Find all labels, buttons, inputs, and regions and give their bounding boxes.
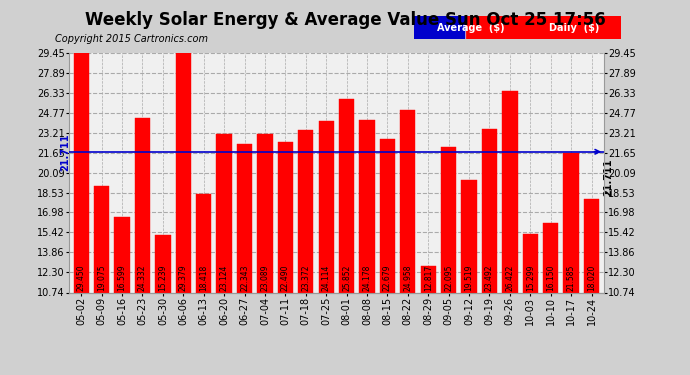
Text: 22.343: 22.343: [240, 265, 249, 291]
Bar: [543, 223, 558, 292]
Bar: [298, 130, 313, 292]
Bar: [564, 153, 579, 292]
Text: 22.679: 22.679: [383, 265, 392, 291]
Bar: [237, 144, 252, 292]
Text: 19.519: 19.519: [464, 265, 473, 291]
Bar: [359, 120, 375, 292]
Text: 18.020: 18.020: [587, 265, 596, 291]
Text: 16.599: 16.599: [117, 265, 126, 291]
Text: 19.075: 19.075: [97, 265, 106, 291]
Bar: [155, 235, 170, 292]
Text: 15.239: 15.239: [159, 265, 168, 291]
Text: 29.379: 29.379: [179, 265, 188, 291]
Text: 25.852: 25.852: [342, 265, 351, 291]
Bar: [462, 180, 477, 292]
Text: 23.372: 23.372: [302, 265, 310, 291]
Text: 12.817: 12.817: [424, 265, 433, 291]
Text: 21.711: 21.711: [60, 133, 70, 171]
Text: 29.450: 29.450: [77, 265, 86, 291]
Bar: [502, 92, 518, 292]
Text: 23.089: 23.089: [260, 265, 269, 291]
Text: 15.299: 15.299: [526, 265, 535, 291]
Text: 23.492: 23.492: [485, 265, 494, 291]
Bar: [421, 266, 436, 292]
Text: 23.124: 23.124: [219, 265, 228, 291]
Text: Copyright 2015 Cartronics.com: Copyright 2015 Cartronics.com: [55, 34, 208, 44]
Bar: [482, 129, 497, 292]
Text: 26.422: 26.422: [505, 265, 514, 291]
Text: Average  ($): Average ($): [437, 23, 505, 33]
FancyBboxPatch shape: [352, 9, 590, 46]
Bar: [522, 234, 538, 292]
Bar: [115, 217, 130, 292]
Text: 24.332: 24.332: [138, 265, 147, 291]
Bar: [135, 118, 150, 292]
Bar: [319, 121, 334, 292]
Text: 18.418: 18.418: [199, 265, 208, 291]
Text: 24.958: 24.958: [404, 265, 413, 291]
Text: 24.178: 24.178: [362, 265, 371, 291]
Text: 21.585: 21.585: [566, 265, 575, 291]
Bar: [380, 140, 395, 292]
Bar: [339, 99, 354, 292]
Bar: [441, 147, 456, 292]
Bar: [196, 194, 211, 292]
Bar: [257, 134, 273, 292]
FancyBboxPatch shape: [466, 9, 683, 46]
Text: 16.150: 16.150: [546, 265, 555, 291]
Text: Weekly Solar Energy & Average Value Sun Oct 25 17:56: Weekly Solar Energy & Average Value Sun …: [85, 11, 605, 29]
Bar: [74, 53, 89, 292]
Bar: [176, 53, 191, 292]
Bar: [277, 142, 293, 292]
Bar: [94, 186, 109, 292]
Text: Daily  ($): Daily ($): [549, 23, 600, 33]
Bar: [400, 110, 415, 292]
Text: 22.490: 22.490: [281, 265, 290, 291]
Text: 21.711: 21.711: [603, 158, 613, 196]
Bar: [584, 199, 599, 292]
Bar: [217, 134, 232, 292]
Text: 24.114: 24.114: [322, 265, 331, 291]
Text: 22.095: 22.095: [444, 265, 453, 291]
